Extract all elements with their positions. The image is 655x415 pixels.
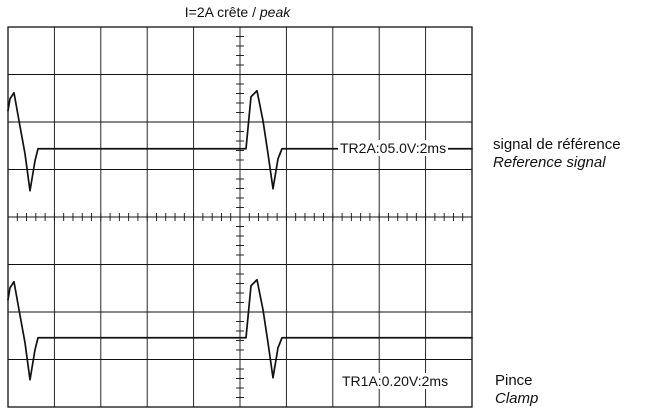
bottom-trace-readout: TR1A:0.20V:2ms [340, 373, 451, 389]
chart-title: I=2A crête / peak [0, 4, 475, 20]
reference-signal-label-en: Reference signal [493, 154, 606, 171]
title-prefix: I=2A crête / [184, 4, 260, 20]
clamp-label-en: Clamp [495, 390, 539, 407]
clamp-label: Pince Clamp [495, 372, 538, 408]
title-emphasis: peak [259, 4, 291, 20]
top-trace-readout: TR2A:05.0V:2ms [338, 140, 449, 156]
reference-signal-trace [7, 89, 473, 192]
reference-signal-label-fr: signal de référence [493, 136, 621, 153]
reference-signal-label: signal de référence Reference signal [493, 136, 621, 172]
clamp-label-fr: Pince [495, 372, 533, 389]
clamp-signal-trace [7, 278, 473, 381]
